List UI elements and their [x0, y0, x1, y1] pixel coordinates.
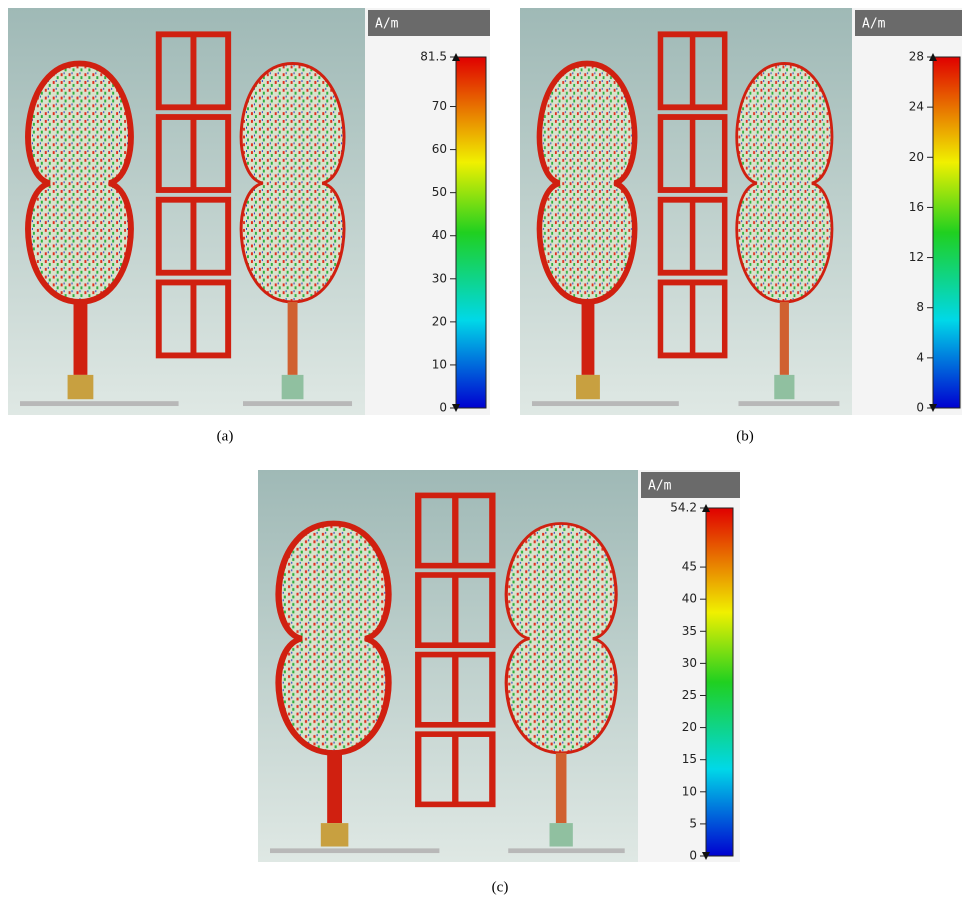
- unit-label: A/m: [648, 479, 672, 494]
- colorbar-tick-label: 20: [682, 720, 697, 734]
- colorbar-tick-label: 24: [909, 100, 924, 114]
- colorbar: [933, 57, 960, 408]
- colorbar-tick-label: 20: [909, 150, 924, 164]
- colorbar-tick-label: 70: [432, 99, 447, 113]
- colorbar-tick-label: 0: [439, 401, 447, 415]
- colorbar-tick-label: 8: [916, 300, 924, 314]
- colorbar-tick-label: 0: [916, 401, 924, 415]
- colorbar-tick-label: 0: [689, 849, 697, 863]
- colorbar-tick-label: 20: [432, 314, 447, 328]
- unit-label: A/m: [375, 17, 399, 32]
- colorbar-tick-label: 35: [682, 624, 697, 638]
- panel: A/m 0 5 10 15 20 25 30 35 40 45 54.2 (c): [258, 470, 740, 895]
- colorbar-tick-label: 54.2: [670, 501, 697, 515]
- colorbar-tick-label: 60: [432, 142, 447, 156]
- colorbar-tick-label: 15: [682, 752, 697, 766]
- colorbar-tick-label: 40: [432, 228, 447, 242]
- colorbar-tick-label: 10: [682, 784, 697, 798]
- colorbar-tick-label: 10: [432, 357, 447, 371]
- colorbar-tick-label: 30: [682, 656, 697, 670]
- panel: A/m 0 4 8 12 16 20 24 28 (b): [520, 8, 962, 444]
- colorbar-tick-label: 5: [689, 816, 697, 830]
- colorbar-tick-label: 45: [682, 560, 697, 574]
- colorbar-tick-label: 81.5: [420, 50, 447, 64]
- caption: (c): [492, 879, 509, 895]
- caption: (a): [217, 428, 234, 444]
- colorbar-tick-label: 40: [682, 592, 697, 606]
- unit-label: A/m: [862, 17, 886, 32]
- panel: A/m 0 10 20 30 40 50 60 70 81.5 (a): [8, 8, 490, 444]
- colorbar: [456, 57, 486, 408]
- colorbar-tick-label: 30: [432, 271, 447, 285]
- colorbar: [706, 508, 733, 856]
- page: A/m01020304050607081.5(a)A/m048121620242…: [0, 0, 962, 902]
- colorbar-tick-label: 4: [916, 350, 924, 364]
- colorbar-tick-label: 16: [909, 200, 924, 214]
- caption: (b): [736, 428, 754, 444]
- colorbar-tick-label: 25: [682, 688, 697, 702]
- colorbar-tick-label: 50: [432, 185, 447, 199]
- colorbar-tick-label: 12: [909, 250, 924, 264]
- colorbar-tick-label: 28: [909, 50, 924, 64]
- figure: A/m01020304050607081.5(a)A/m048121620242…: [0, 0, 962, 902]
